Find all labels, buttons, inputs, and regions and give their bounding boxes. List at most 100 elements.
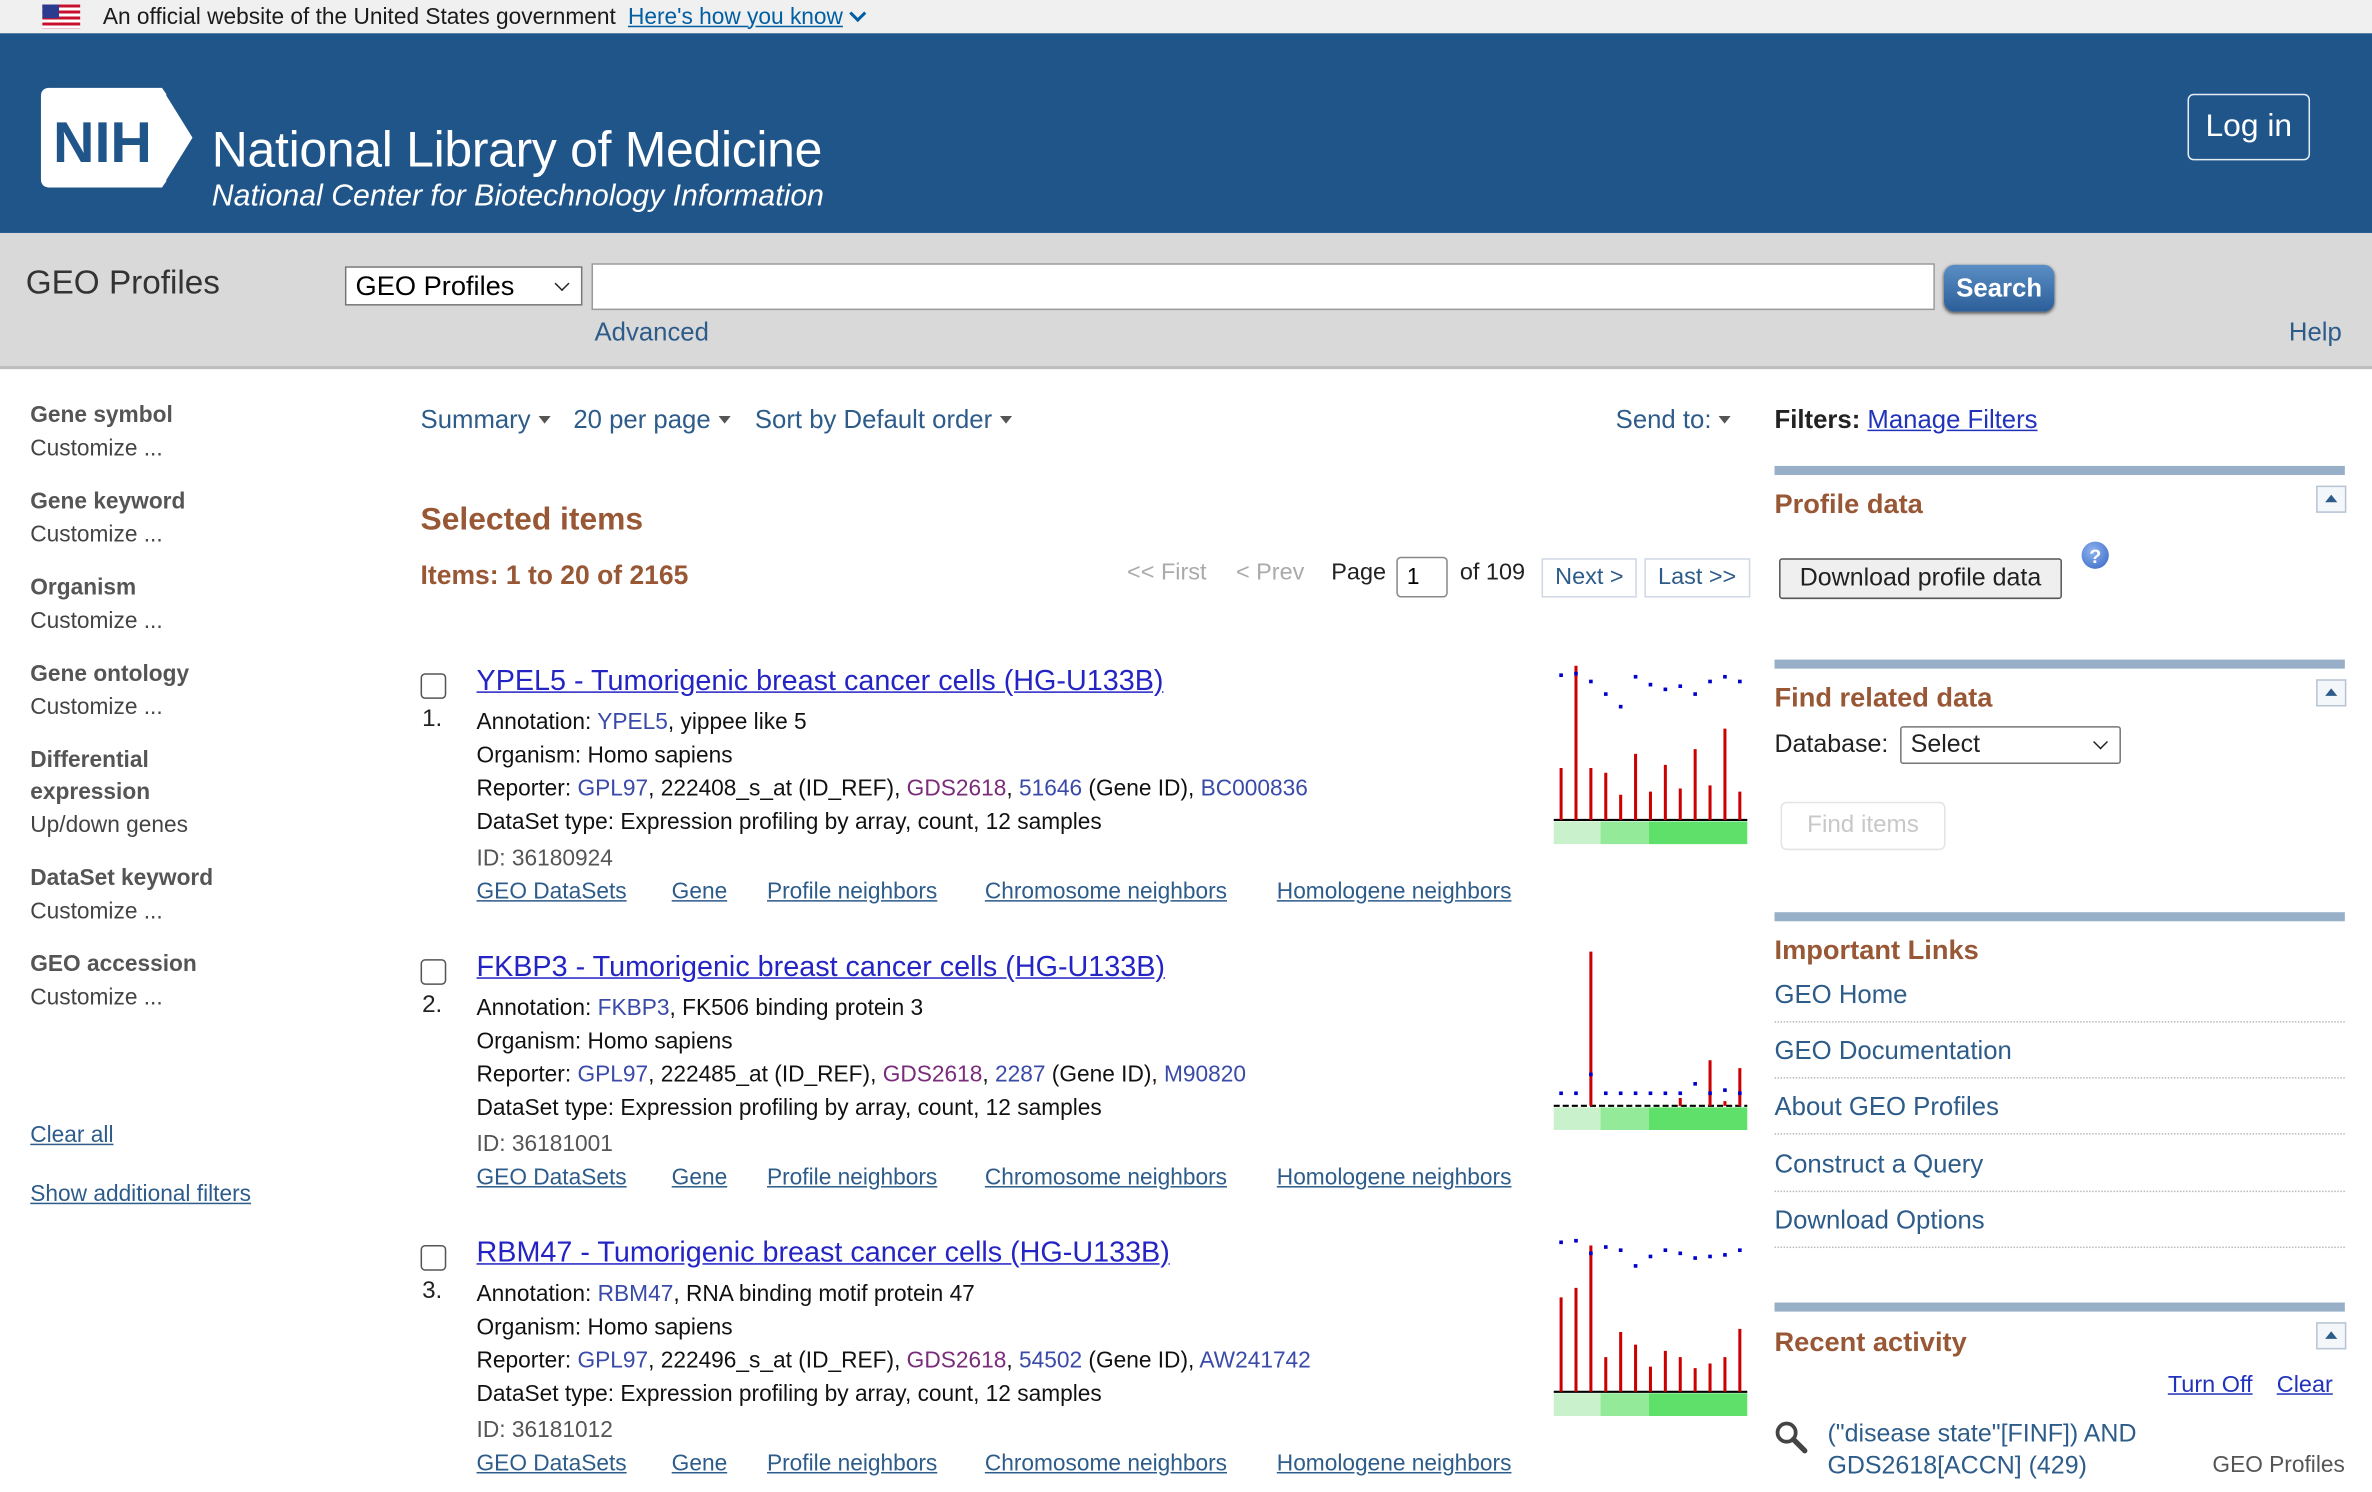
- selected-items-title: Selected items: [420, 502, 644, 538]
- filter-customize-link[interactable]: Customize ...: [30, 435, 163, 462]
- chart-rank-point: [1633, 1091, 1638, 1096]
- platform-link[interactable]: GPL97: [577, 1347, 649, 1374]
- platform-link[interactable]: GPL97: [577, 776, 649, 802]
- download-profile-data-button[interactable]: Download profile data: [1779, 558, 2062, 600]
- construct-query-link[interactable]: Construct a Query: [1774, 1150, 2345, 1193]
- login-button[interactable]: Log in: [2187, 93, 2311, 161]
- gene-id-link[interactable]: 51646: [1018, 776, 1083, 802]
- per-page-menu[interactable]: 20 per page: [573, 405, 731, 435]
- result-annotation: Annotation: YPEL5, yippee like 5: [476, 709, 807, 736]
- gene-symbol-link[interactable]: FKBP3: [597, 995, 670, 1022]
- chart-rank-point: [1618, 1248, 1623, 1252]
- advanced-search-link[interactable]: Advanced: [594, 317, 709, 347]
- help-link[interactable]: Help: [2288, 317, 2342, 347]
- profile-chart[interactable]: [1553, 1219, 1751, 1416]
- filter-customize-link[interactable]: Customize ...: [30, 898, 163, 925]
- pager-last-button[interactable]: Last >>: [1644, 558, 1750, 598]
- geo-home-link[interactable]: GEO Home: [1774, 980, 2345, 1023]
- summary-format-menu[interactable]: Summary: [421, 405, 551, 435]
- nih-logo-icon[interactable]: NIH: [40, 87, 197, 188]
- download-options-link[interactable]: Download Options: [1774, 1206, 2345, 1249]
- chromosome-neighbors-link[interactable]: Chromosome neighbors: [984, 878, 1227, 905]
- accession-link[interactable]: AW241742: [1199, 1347, 1311, 1374]
- result-checkbox[interactable]: [420, 959, 447, 985]
- gds-link[interactable]: GDS2618: [882, 1061, 983, 1088]
- result-title-link[interactable]: RBM47 - Tumorigenic breast cancer cells …: [476, 1237, 1170, 1270]
- gene-id-link[interactable]: 2287: [994, 1061, 1046, 1088]
- clear-all-link[interactable]: Clear all: [30, 1122, 114, 1149]
- sort-menu[interactable]: Sort by Default order: [755, 405, 1012, 435]
- profile-neighbors-link[interactable]: Profile neighbors: [766, 1164, 938, 1191]
- geo-datasets-link[interactable]: GEO DataSets: [476, 1450, 627, 1477]
- page-number-input[interactable]: 1: [1396, 556, 1448, 598]
- profile-neighbors-link[interactable]: Profile neighbors: [766, 1450, 938, 1477]
- database-select[interactable]: GEO Profiles: [344, 266, 583, 306]
- collapse-icon[interactable]: [2316, 679, 2347, 707]
- accession-link[interactable]: BC000836: [1200, 776, 1308, 802]
- pager-next-button[interactable]: Next >: [1541, 558, 1638, 598]
- filter-updown-link[interactable]: Up/down genes: [30, 812, 188, 839]
- gene-symbol-link[interactable]: RBM47: [597, 1281, 674, 1308]
- related-database-select[interactable]: Select: [1900, 726, 2121, 764]
- filter-customize-link[interactable]: Customize ...: [30, 694, 163, 721]
- heres-how-you-know-link[interactable]: Here's how you know: [628, 4, 867, 29]
- result-checkbox[interactable]: [420, 1245, 447, 1271]
- search-button[interactable]: Search: [1943, 264, 2055, 312]
- manage-filters-link[interactable]: Manage Filters: [1867, 405, 2038, 435]
- gene-link[interactable]: Gene: [671, 878, 728, 905]
- filter-customize-link[interactable]: Customize ...: [30, 608, 163, 634]
- geo-datasets-link[interactable]: GEO DataSets: [476, 878, 627, 905]
- collapse-icon[interactable]: [2316, 485, 2347, 513]
- chart-rank-point: [1574, 1238, 1578, 1243]
- filter-heading: DataSet keyword: [30, 865, 214, 892]
- ncbi-subtitle[interactable]: National Center for Biotechnology Inform…: [211, 180, 824, 214]
- filter-customize-link[interactable]: Customize ...: [30, 984, 163, 1011]
- homologene-neighbors-link[interactable]: Homologene neighbors: [1276, 1164, 1512, 1191]
- chart-rank-point: [1633, 674, 1638, 679]
- about-geo-profiles-link[interactable]: About GEO Profiles: [1774, 1092, 2345, 1135]
- search-input[interactable]: [591, 263, 1935, 311]
- clear-history-link[interactable]: Clear: [2276, 1372, 2333, 1398]
- help-icon[interactable]: ?: [2081, 541, 2109, 569]
- items-count: Items: 1 to 20 of 2165: [420, 559, 689, 590]
- send-to-menu[interactable]: Send to:: [1616, 405, 1732, 435]
- geo-documentation-link[interactable]: GEO Documentation: [1774, 1036, 2345, 1079]
- filter-geo-accession: GEO accession Customize ...: [30, 949, 363, 1011]
- nlm-title[interactable]: National Library of Medicine: [211, 121, 823, 177]
- show-additional-filters-link[interactable]: Show additional filters: [30, 1181, 252, 1208]
- gene-link[interactable]: Gene: [671, 1450, 728, 1477]
- accession-link[interactable]: M90820: [1164, 1061, 1247, 1088]
- filter-heading: GEO accession: [30, 951, 197, 978]
- chart-group-strip: [1553, 821, 1601, 845]
- svg-text:NIH: NIH: [53, 111, 152, 175]
- platform-link[interactable]: GPL97: [577, 1061, 649, 1088]
- chromosome-neighbors-link[interactable]: Chromosome neighbors: [984, 1450, 1227, 1477]
- profile-neighbors-link[interactable]: Profile neighbors: [766, 878, 938, 905]
- profile-chart[interactable]: [1553, 933, 1751, 1131]
- gene-symbol-link[interactable]: YPEL5: [597, 709, 668, 736]
- gds-link[interactable]: GDS2618: [906, 776, 1007, 802]
- homologene-neighbors-link[interactable]: Homologene neighbors: [1276, 878, 1512, 905]
- geo-datasets-link[interactable]: GEO DataSets: [476, 1164, 627, 1191]
- homologene-neighbors-link[interactable]: Homologene neighbors: [1276, 1450, 1512, 1477]
- profile-data-title: Profile data: [1774, 488, 1923, 519]
- gene-link[interactable]: Gene: [671, 1164, 728, 1191]
- filter-gene-ontology: Gene ontology Customize ...: [30, 658, 363, 720]
- caret-down-icon: [999, 416, 1012, 424]
- result-checkbox[interactable]: [420, 673, 447, 699]
- result-title-link[interactable]: FKBP3 - Tumorigenic breast cancer cells …: [476, 951, 1166, 984]
- result-organism: Organism: Homo sapiens: [476, 1028, 733, 1055]
- chromosome-neighbors-link[interactable]: Chromosome neighbors: [984, 1164, 1227, 1191]
- filter-customize-link[interactable]: Customize ...: [30, 521, 163, 548]
- recent-query-link[interactable]: ("disease state"[FINF]) AND GDS2618[ACCN…: [1827, 1420, 2137, 1480]
- database-title: GEO Profiles: [25, 263, 220, 302]
- result-title-link[interactable]: YPEL5 - Tumorigenic breast cancer cells …: [476, 665, 1164, 698]
- result-organism: Organism: Homo sapiens: [476, 742, 733, 769]
- turn-off-link[interactable]: Turn Off: [2167, 1372, 2253, 1398]
- gds-link[interactable]: GDS2618: [906, 1347, 1007, 1374]
- chart-rank-point: [1693, 1082, 1697, 1086]
- chart-rank-point: [1589, 1251, 1593, 1256]
- gene-id-link[interactable]: 54502: [1018, 1347, 1083, 1374]
- profile-chart[interactable]: [1553, 647, 1751, 845]
- collapse-icon[interactable]: [2316, 1322, 2347, 1350]
